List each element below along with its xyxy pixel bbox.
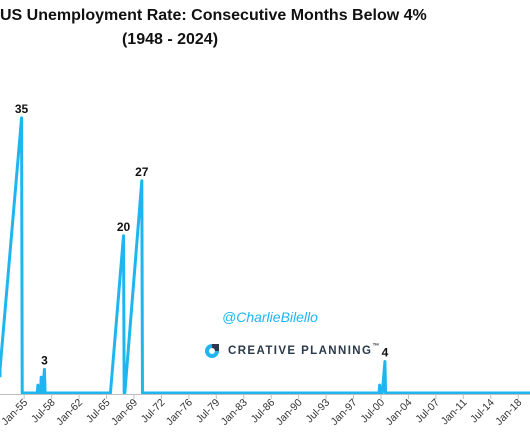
x-tick-label: Jul-65 (84, 397, 113, 426)
data-label: 20 (117, 220, 131, 234)
x-tick-label: Jul-93 (304, 397, 333, 426)
x-tick-label: Jan-76 (164, 397, 195, 428)
x-tick-label: Jan-90 (274, 397, 305, 428)
data-label: 35 (15, 102, 29, 116)
data-label: 3 (41, 353, 48, 367)
brand-watermark: CREATIVE PLANNING ™ (204, 343, 379, 359)
x-tick-label: Jan-62 (54, 397, 85, 428)
brand-trademark: ™ (372, 343, 380, 350)
creative-planning-logo-icon (205, 344, 219, 358)
x-tick-label: Jan-04 (383, 397, 414, 428)
x-tick-label: Jan-11 (439, 397, 470, 428)
chart-title-block: US Unemployment Rate: Consecutive Months… (0, 4, 427, 52)
chart-title: US Unemployment Rate: Consecutive Months… (0, 7, 427, 24)
x-tick-label: Jan-83 (219, 397, 250, 428)
brand-name: CREATIVE PLANNING (228, 345, 373, 357)
series-line-1 (0, 116, 530, 395)
x-tick-label: Jan-69 (109, 397, 140, 428)
x-tick-label: Jul-14 (468, 397, 497, 426)
x-tick-label: Jan-97 (328, 397, 359, 428)
data-label: 27 (135, 165, 149, 179)
x-axis: Jan-55Jul-58Jan-62Jul-65Jan-69Jul-72Jan-… (0, 394, 530, 428)
x-tick-label: Jul-00 (358, 397, 387, 426)
x-tick-label: Jul-86 (249, 397, 278, 426)
plot-area (0, 116, 530, 395)
x-tick-label: Jul-07 (413, 397, 442, 426)
x-tick-label: Jul-58 (29, 397, 58, 426)
x-tick-label: Jan-55 (0, 397, 30, 428)
data-labels: 35 3 20 27 4 (15, 102, 389, 368)
x-tick-label: Jan-18 (493, 397, 524, 428)
watermark-handle: @CharlieBilello (222, 309, 318, 325)
x-tick-label: Jul-72 (139, 397, 168, 426)
x-tick-label: Jul-79 (194, 397, 223, 426)
data-label: 4 (382, 346, 389, 360)
chart-subtitle: (1948 - 2024) (121, 31, 219, 48)
